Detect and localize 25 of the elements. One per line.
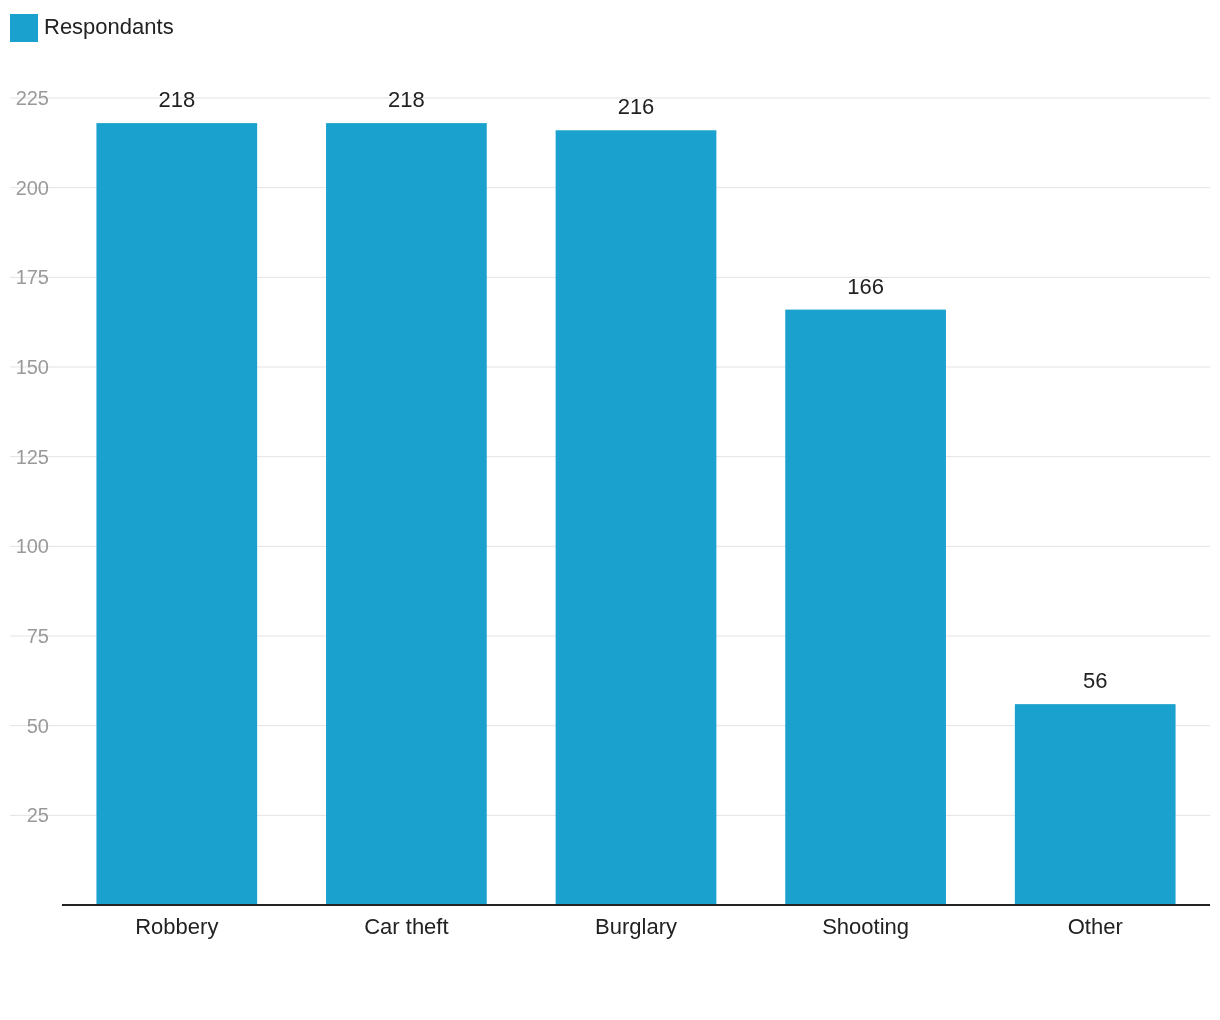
y-tick-label: 50: [26, 714, 49, 737]
x-tick-label: Burglary: [595, 914, 677, 940]
x-tick-label: Shooting: [822, 914, 910, 940]
bar: [96, 123, 258, 905]
x-tick-label: Other: [1067, 914, 1123, 940]
bar: [1014, 704, 1176, 905]
y-tick-label: 100: [15, 535, 49, 558]
y-tick-label: 75: [26, 624, 49, 647]
y-tick-label: 125: [15, 445, 49, 468]
data-label: 56: [1082, 668, 1108, 694]
y-tick-label: 25: [26, 804, 49, 827]
bar: [555, 130, 717, 905]
data-label: 216: [617, 94, 655, 120]
y-tick-label: 150: [15, 355, 49, 378]
data-label: 218: [388, 87, 425, 113]
bar: [785, 309, 946, 905]
x-tick-label: Robbery: [135, 914, 219, 940]
y-tick-label: 225: [15, 86, 49, 109]
y-tick-label: 175: [15, 266, 49, 289]
bar: [326, 123, 487, 905]
y-tick-label: 200: [15, 176, 49, 199]
legend-label: Respondants: [44, 14, 174, 39]
data-label: 218: [158, 87, 196, 113]
x-tick-label: Car theft: [364, 914, 449, 940]
data-label: 166: [847, 273, 884, 299]
